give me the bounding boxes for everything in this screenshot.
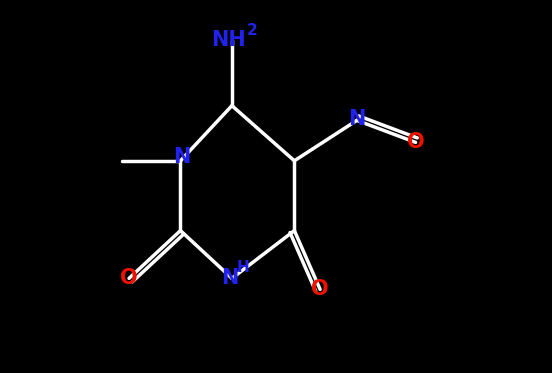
Text: O: O <box>120 268 138 288</box>
Text: N: N <box>348 109 365 129</box>
Text: NH: NH <box>211 29 246 50</box>
Text: O: O <box>407 132 424 153</box>
Text: 2: 2 <box>247 23 257 38</box>
Text: N: N <box>174 147 191 167</box>
Text: H: H <box>237 260 250 275</box>
Text: O: O <box>311 279 329 300</box>
Text: N: N <box>221 268 239 288</box>
